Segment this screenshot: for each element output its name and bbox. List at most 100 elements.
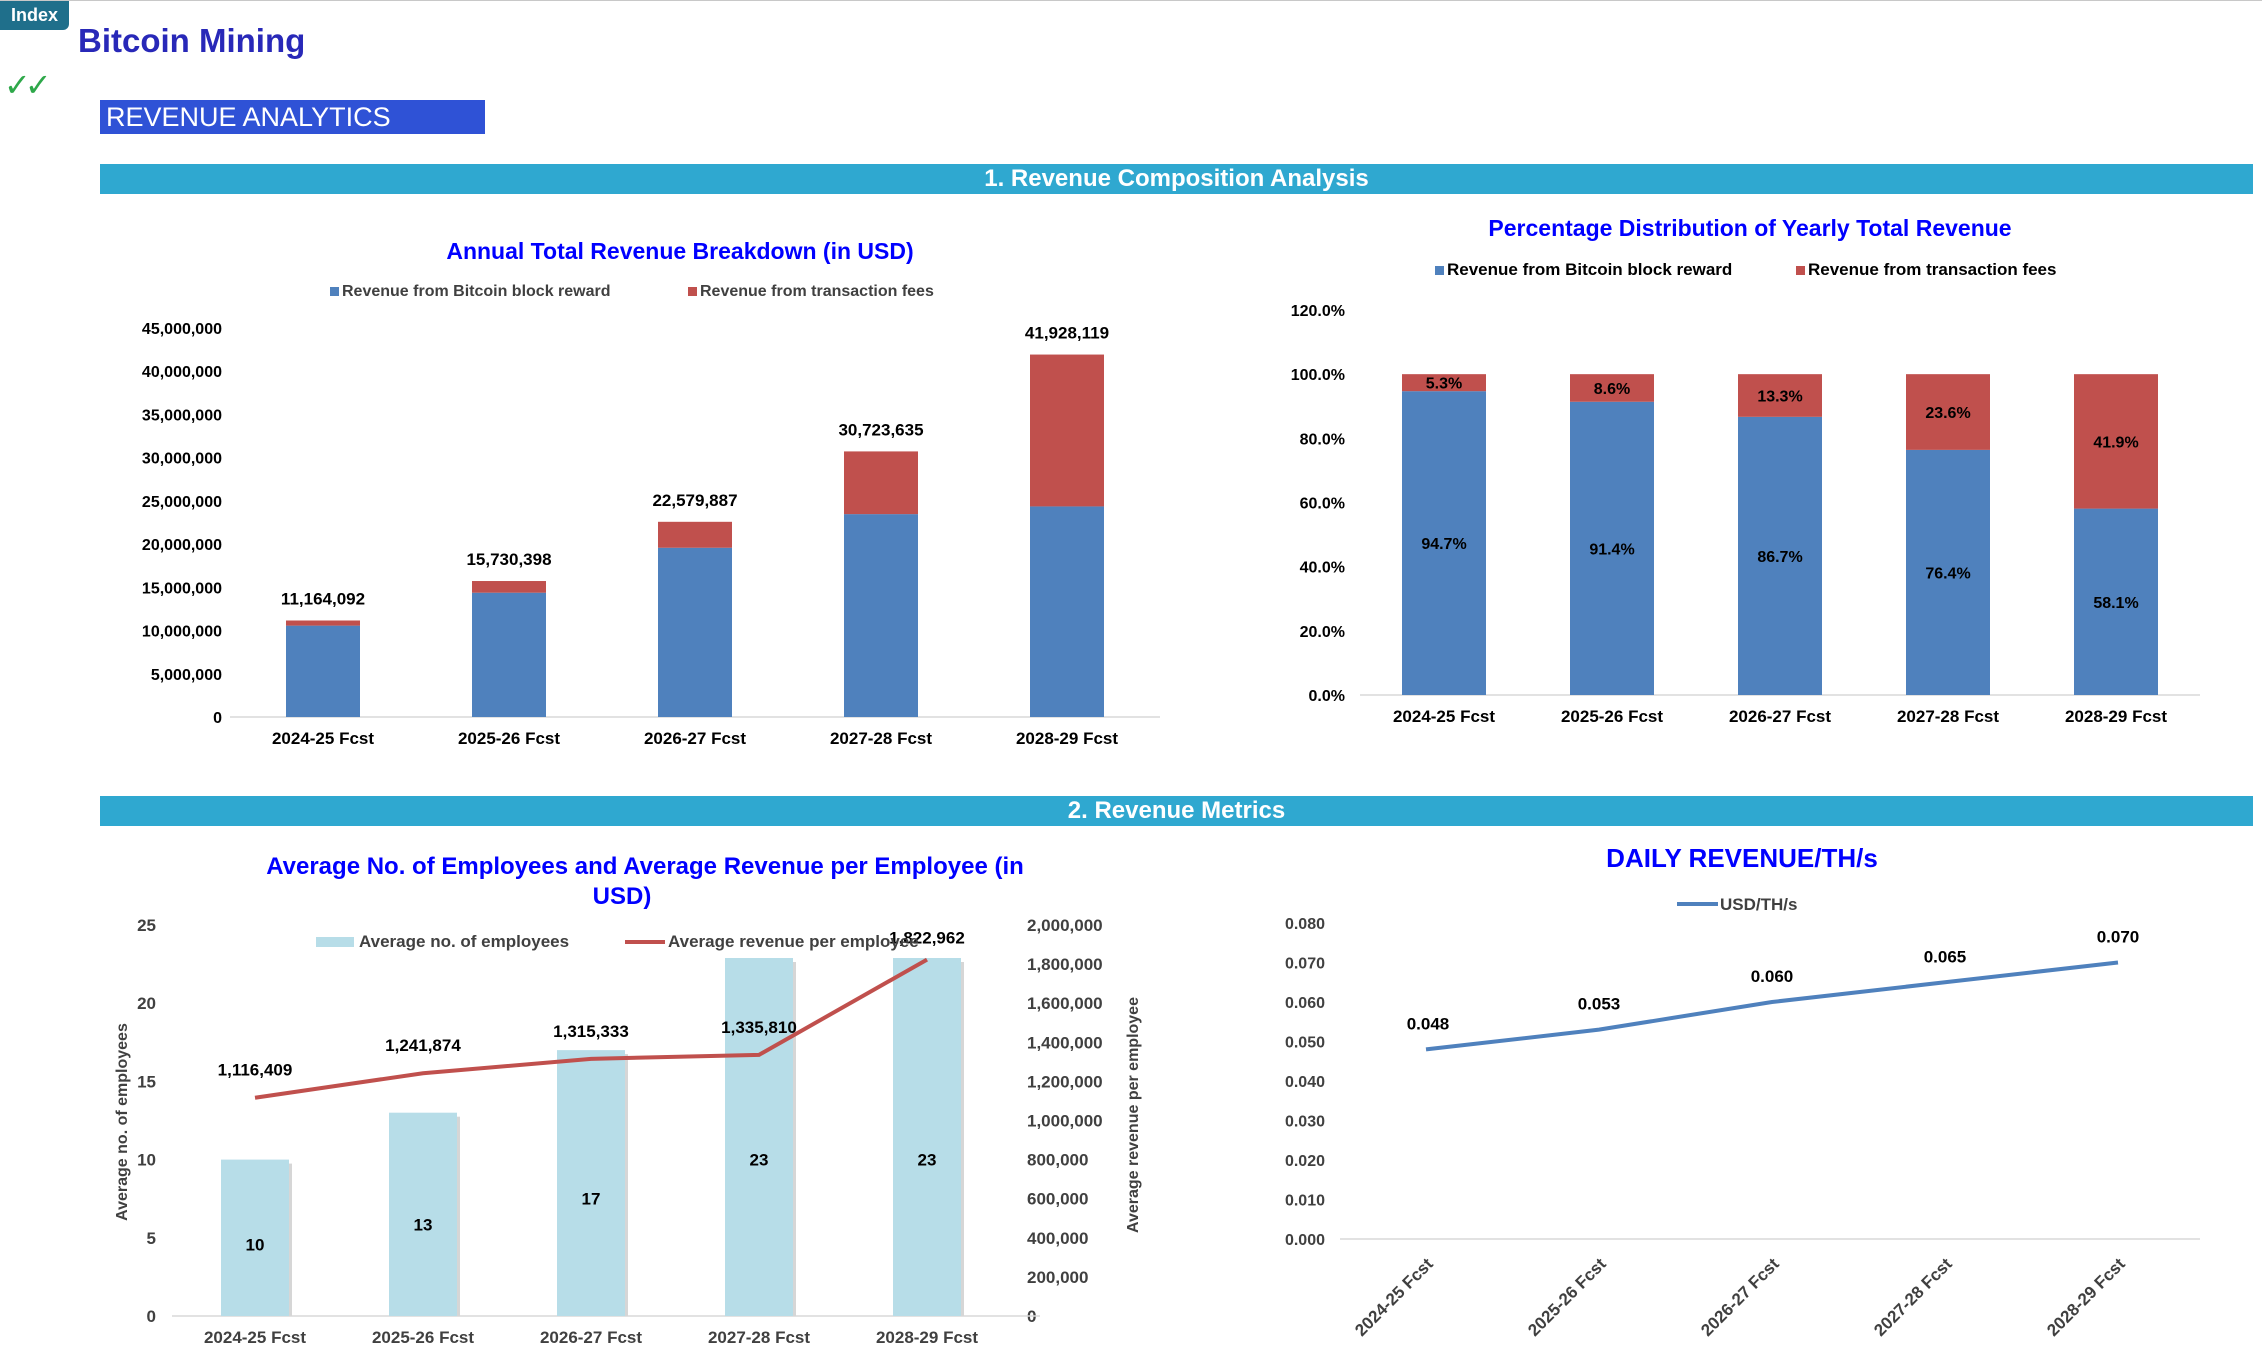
legend-label: Revenue from Bitcoin block reward bbox=[342, 283, 611, 300]
line-data-label: 0.070 bbox=[2097, 928, 2140, 947]
y-tick-label: 40.0% bbox=[1300, 560, 1345, 577]
y-tick-label: 0.000 bbox=[1285, 1232, 1325, 1249]
y-tick-label: 20.0% bbox=[1300, 624, 1345, 641]
bar-transaction-fees-pct bbox=[1906, 374, 1990, 450]
percentage-distribution-chart: Percentage Distribution of Yearly Total … bbox=[1291, 215, 2200, 726]
bar-employees bbox=[557, 1050, 625, 1316]
index-button[interactable]: Index bbox=[0, 1, 69, 30]
x-tick-label: 2026-27 Fcst bbox=[540, 1328, 642, 1347]
y-tick-label: 0.050 bbox=[1285, 1035, 1325, 1052]
total-label: 11,164,092 bbox=[281, 589, 365, 608]
line-data-label: 1,116,409 bbox=[218, 1061, 293, 1080]
data-label-block-reward: 76.4% bbox=[1925, 565, 1970, 582]
bar-transaction-fees bbox=[472, 581, 546, 593]
line-data-label: 1,241,874 bbox=[385, 1036, 461, 1055]
y-right-axis-title: Average revenue per employee bbox=[1125, 997, 1142, 1233]
bar-block-reward-pct bbox=[2074, 508, 2158, 695]
legend-swatch-employees bbox=[316, 937, 354, 947]
y-right-tick-label: 400,000 bbox=[1027, 1229, 1088, 1248]
top-border bbox=[0, 0, 2262, 1]
y-tick-label: 25,000,000 bbox=[142, 494, 222, 511]
x-tick-label: 2026-27 Fcst bbox=[644, 729, 746, 748]
bar-block-reward bbox=[1030, 506, 1104, 717]
bar-data-label: 23 bbox=[750, 1151, 769, 1170]
y-tick-label: 120.0% bbox=[1291, 303, 1345, 320]
revenue-analytics-banner: REVENUE ANALYTICS bbox=[100, 100, 485, 134]
y-right-tick-label: 600,000 bbox=[1027, 1190, 1088, 1209]
y-right-tick-label: 1,200,000 bbox=[1027, 1072, 1103, 1091]
y-tick-label: 10,000,000 bbox=[142, 624, 222, 641]
y-tick-label: 0.030 bbox=[1285, 1114, 1325, 1131]
chart-title: Percentage Distribution of Yearly Total … bbox=[1488, 215, 2011, 241]
legend-label-line: Average revenue per employee bbox=[668, 932, 919, 951]
x-tick-label: 2024-25 Fcst bbox=[204, 1328, 306, 1347]
bar-transaction-fees-pct bbox=[1738, 374, 1822, 417]
legend-label: Revenue from transaction fees bbox=[700, 283, 934, 300]
y-left-tick-label: 25 bbox=[137, 916, 156, 935]
employees-revenue-chart: Average No. of Employees and Average Rev… bbox=[114, 853, 1142, 1347]
daily-revenue-chart: DAILY REVENUE/TH/s USD/TH/s 0.000 0.010 0.02… bbox=[1285, 843, 2200, 1340]
x-tick-label: 2027-28 Fcst bbox=[1897, 707, 1999, 726]
bar-block-reward bbox=[286, 625, 360, 717]
bar-block-reward-pct bbox=[1738, 416, 1822, 695]
line-usd-per-ths bbox=[1425, 960, 2119, 1052]
y-tick-label: 0.0% bbox=[1309, 688, 1345, 705]
y-tick-label: 20,000,000 bbox=[142, 537, 222, 554]
data-label-transaction-fees: 23.6% bbox=[1925, 405, 1970, 422]
data-label-block-reward: 86.7% bbox=[1757, 549, 1802, 566]
bar-transaction-fees-pct bbox=[2074, 374, 2158, 509]
page-title: Bitcoin Mining bbox=[78, 22, 306, 59]
data-label-transaction-fees: 13.3% bbox=[1757, 389, 1802, 406]
bar-block-reward bbox=[472, 592, 546, 717]
y-tick-label: 5,000,000 bbox=[151, 667, 222, 684]
data-label-block-reward: 91.4% bbox=[1589, 541, 1634, 558]
legend-swatch bbox=[1435, 266, 1444, 275]
chart-title-line1: Average No. of Employees and Average Rev… bbox=[266, 853, 1024, 880]
legend-label-employees: Average no. of employees bbox=[359, 932, 569, 951]
y-tick-label: 30,000,000 bbox=[142, 451, 222, 468]
y-left-axis-title: Average no. of employees bbox=[114, 1023, 131, 1221]
bar-shadow bbox=[457, 1116, 460, 1316]
bar-transaction-fees bbox=[658, 521, 732, 548]
line-revenue-per-employee bbox=[254, 957, 928, 1100]
data-label-transaction-fees: 5.3% bbox=[1426, 376, 1462, 393]
bar-transaction-fees bbox=[1030, 354, 1104, 507]
bar-employees bbox=[221, 1159, 289, 1316]
bar-shadow bbox=[625, 1054, 628, 1316]
bar-transaction-fees-pct bbox=[1402, 374, 1486, 392]
x-tick-label: 2027-28 Fcst bbox=[1870, 1254, 1956, 1340]
bar-block-reward-pct bbox=[1906, 449, 1990, 695]
bar-data-label: 23 bbox=[918, 1151, 937, 1170]
bar-transaction-fees-pct bbox=[1570, 374, 1654, 402]
y-right-tick-label: 2,000,000 bbox=[1027, 916, 1103, 935]
bar-shadow bbox=[793, 962, 796, 1316]
y-right-tick-label: 1,400,000 bbox=[1027, 1033, 1103, 1052]
y-tick-label: 0.010 bbox=[1285, 1193, 1325, 1210]
chart-title: DAILY REVENUE/TH/s bbox=[1606, 843, 1878, 873]
line-data-label: 0.053 bbox=[1578, 995, 1621, 1014]
legend-swatch bbox=[688, 287, 697, 296]
x-tick-label: 2026-27 Fcst bbox=[1729, 707, 1831, 726]
data-label-block-reward: 94.7% bbox=[1421, 536, 1466, 553]
chart-title-line2: USD) bbox=[593, 883, 652, 910]
line-data-label: 0.060 bbox=[1751, 967, 1794, 986]
y-left-tick-label: 20 bbox=[137, 994, 156, 1013]
y-tick-label: 0 bbox=[213, 710, 222, 727]
y-tick-label: 0.060 bbox=[1285, 995, 1325, 1012]
y-left-tick-label: 0 bbox=[147, 1307, 156, 1326]
line-data-label: 0.048 bbox=[1407, 1014, 1450, 1033]
total-label: 15,730,398 bbox=[466, 550, 551, 569]
y-tick-label: 80.0% bbox=[1300, 431, 1345, 448]
y-tick-label: 40,000,000 bbox=[142, 364, 222, 381]
x-tick-label: 2025-26 Fcst bbox=[1561, 707, 1663, 726]
annual-revenue-chart: Annual Total Revenue Breakdown (in USD) R… bbox=[142, 238, 1160, 748]
total-label: 22,579,887 bbox=[652, 491, 737, 510]
y-tick-label: 0.020 bbox=[1285, 1153, 1325, 1170]
bar-employees bbox=[725, 958, 793, 1316]
y-tick-label: 60.0% bbox=[1300, 496, 1345, 513]
y-right-tick-label: 800,000 bbox=[1027, 1151, 1088, 1170]
bar-employees bbox=[389, 1112, 457, 1316]
data-label-block-reward: 58.1% bbox=[2093, 595, 2138, 612]
y-left-tick-label: 5 bbox=[147, 1229, 156, 1248]
section-header-revenue-composition: 1. Revenue Composition Analysis bbox=[100, 164, 2253, 194]
